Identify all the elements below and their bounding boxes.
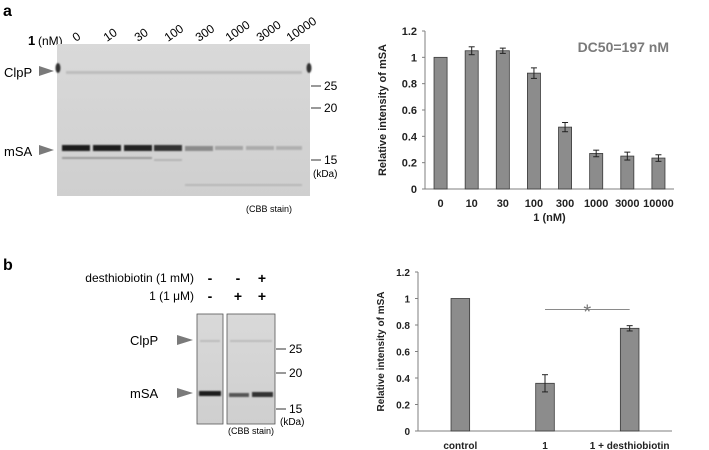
gel-b-clpp-arrow (177, 335, 193, 345)
gel-a-lane-label: 0 (70, 29, 84, 44)
x-tick-label: 10 (466, 198, 478, 210)
gel-a-compound-label: 1 (28, 33, 35, 48)
gel-b-marker-25: 25 (289, 342, 303, 356)
gel-b-sign: - (208, 270, 213, 286)
y-tick-label: 0.6 (396, 348, 410, 359)
gel-a-lane-label: 10000 (284, 14, 320, 45)
gel-b-bands (199, 340, 273, 397)
y-tick-label: 1.2 (396, 268, 410, 279)
gel-b-clpp-label: ClpP (130, 333, 158, 348)
gel-a-lane-label: 100 (162, 21, 187, 44)
y-tick-label: 0 (404, 427, 410, 438)
x-tick-label: 1 (542, 441, 548, 450)
gel-b-sign: - (236, 270, 241, 286)
gel-a-msa-arrow (39, 145, 54, 155)
gel-b-image-left (196, 313, 224, 425)
y-tick-label: 0.8 (396, 321, 410, 332)
gel-b-image-right (226, 313, 276, 425)
gel-a-marker-25: 25 (324, 79, 338, 93)
gel-a-clpp-arrow (39, 66, 54, 76)
gel-b-sign: - (208, 288, 213, 304)
significance-star: * (583, 302, 591, 324)
bar (558, 126, 572, 190)
x-tick-label: 1 + desthiobiotin (590, 441, 670, 450)
y-tick-label: 1 (411, 52, 417, 64)
y-tick-label: 0.6 (402, 105, 417, 117)
gel-a-image (57, 44, 310, 196)
gel-a-lane-label: 30 (132, 25, 151, 44)
bar (464, 50, 479, 190)
gel-b-msa-arrow (177, 388, 193, 398)
gel-a-clpp-label: ClpP (4, 65, 32, 80)
x-tick-label: control (443, 441, 477, 450)
gel-a-lane-labels: 0 10 30 100 300 1000 3000 10000 (70, 14, 320, 45)
gel-a-marker-20: 20 (324, 101, 338, 115)
panel-a-letter: a (3, 3, 12, 20)
y-tick-label: 0.4 (396, 374, 410, 385)
gel-b-sign: + (234, 288, 242, 304)
gel-a-lane-label: 1000 (223, 17, 253, 44)
y-tick-label: 1 (404, 295, 410, 306)
y-tick-label: 0.4 (402, 131, 418, 143)
x-tick-label: 1000 (584, 198, 608, 210)
gel-b-kda-label: (kDa) (280, 417, 304, 428)
y-tick-label: 0 (411, 184, 417, 196)
gel-a-kda-label: (kDa) (313, 169, 337, 180)
gel-a-marker-15: 15 (324, 153, 338, 167)
chart-a-annotation: DC50=197 nM (578, 39, 669, 55)
bar (619, 327, 640, 432)
bar (527, 72, 541, 190)
x-tick-label: 100 (525, 198, 543, 210)
y-tick-label: 1.2 (402, 26, 417, 38)
bar (651, 157, 666, 190)
y-tick-label: 0.8 (402, 79, 417, 91)
y-tick-label: 0.2 (402, 158, 417, 170)
gel-a-bands (55, 63, 312, 186)
gel-b-stain-label: (CBB stain) (228, 426, 274, 436)
chart-a: 0 0.2 0.4 0.6 0.8 1 1.2 0 10 30 100 300 1000 3000 1000… (377, 26, 674, 224)
gel-a-stain-label: (CBB stain) (246, 204, 292, 214)
gel-b-signs: - - + - + + (208, 270, 266, 304)
gel-a-lane-label: 300 (193, 21, 218, 44)
gel-a-lane-label: 3000 (254, 17, 284, 44)
bar (495, 50, 510, 190)
bar (620, 155, 635, 190)
y-axis-label: Relative intensity of mSA (376, 291, 387, 411)
x-tick-label: 0 (438, 198, 444, 210)
x-tick-label: 10000 (643, 198, 674, 210)
gel-a-lane-label: 10 (101, 25, 120, 44)
y-tick-label: 0.2 (396, 401, 410, 412)
chart-b: 0 0.2 0.4 0.6 0.8 1 1.2 control 1 1 + desthiobiot… (376, 268, 672, 450)
gel-b-row-label-compound: 1 (1 μM) (149, 289, 194, 303)
gel-b-marker-20: 20 (289, 366, 303, 380)
x-tick-label: 30 (497, 198, 509, 210)
bar (450, 298, 471, 432)
gel-a-msa-label: mSA (4, 144, 33, 159)
gel-b-sign: + (258, 288, 266, 304)
gel-b-row-label-desthiobiotin: desthiobiotin (1 mM) (85, 271, 194, 285)
panel-b-letter: b (3, 257, 13, 274)
x-tick-label: 300 (556, 198, 574, 210)
gel-b-marker-15: 15 (289, 402, 303, 416)
bar (433, 56, 448, 190)
bar (589, 153, 604, 190)
x-axis-label: 1 (nM) (533, 212, 566, 224)
gel-a-unit-label: (nM) (38, 34, 63, 48)
gel-b-sign: + (258, 270, 266, 286)
y-axis-label: Relative intensity of mSA (377, 44, 389, 176)
x-tick-label: 3000 (615, 198, 639, 210)
gel-b-msa-label: mSA (130, 386, 159, 401)
